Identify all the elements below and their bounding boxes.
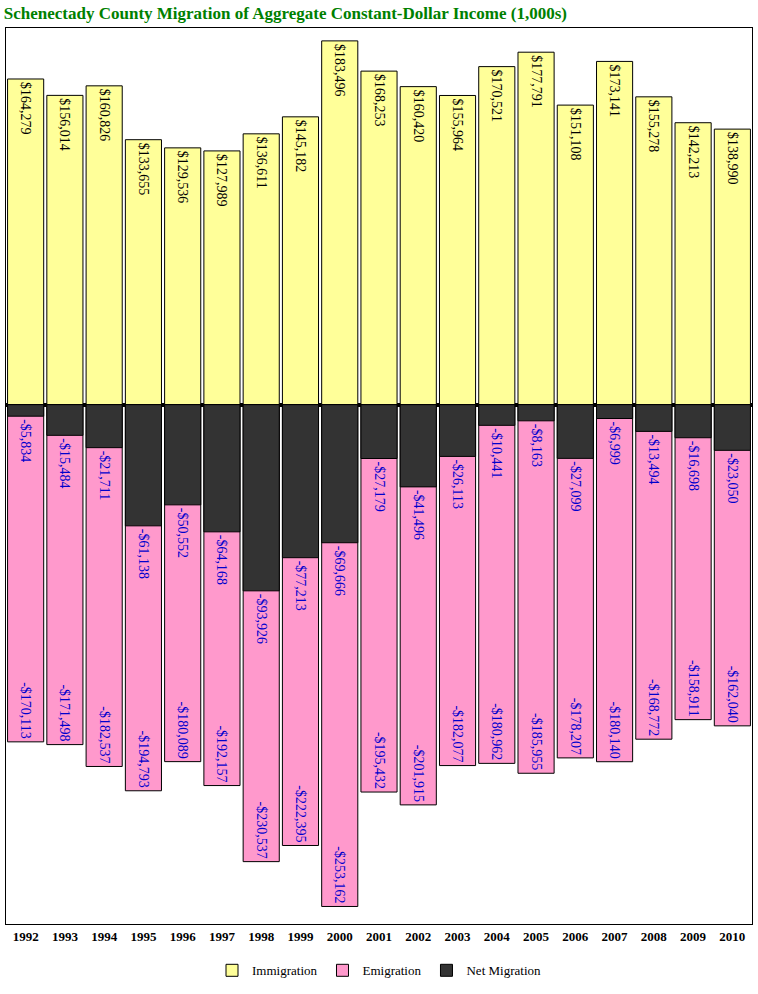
svg-text:-$222,395: -$222,395	[293, 785, 308, 842]
svg-text:$177,791: $177,791	[529, 55, 544, 107]
svg-text:Net Migration: Net Migration	[466, 963, 541, 978]
svg-text:$151,108: $151,108	[568, 108, 583, 161]
svg-text:$160,420: $160,420	[411, 90, 426, 143]
svg-text:-$180,140: -$180,140	[607, 702, 622, 759]
svg-text:$145,182: $145,182	[293, 120, 308, 173]
svg-text:Schenectady County Migration o: Schenectady County Migration of Aggregat…	[4, 4, 567, 23]
svg-text:-$26,113: -$26,113	[450, 459, 465, 509]
svg-text:-$230,537: -$230,537	[254, 801, 269, 858]
svg-text:1994: 1994	[91, 929, 118, 944]
svg-text:-$180,089: -$180,089	[175, 701, 190, 758]
svg-text:-$182,077: -$182,077	[450, 705, 465, 762]
svg-text:-$50,552: -$50,552	[175, 508, 190, 558]
svg-text:$142,213: $142,213	[686, 126, 701, 179]
svg-text:2005: 2005	[523, 929, 550, 944]
svg-text:Immigration: Immigration	[252, 963, 317, 978]
svg-text:-$178,207: -$178,207	[568, 698, 583, 755]
svg-text:-$170,113: -$170,113	[18, 682, 33, 739]
svg-text:$164,279: $164,279	[18, 82, 33, 134]
svg-text:$156,014: $156,014	[57, 98, 72, 150]
svg-text:-$201,915: -$201,915	[411, 745, 426, 802]
svg-text:2000: 2000	[327, 929, 353, 944]
svg-text:1999: 1999	[287, 929, 314, 944]
svg-text:-$6,999: -$6,999	[607, 422, 622, 465]
svg-text:-$77,213: -$77,213	[293, 561, 308, 611]
svg-text:$173,141: $173,141	[607, 64, 622, 117]
svg-text:2006: 2006	[562, 929, 589, 944]
svg-text:$183,496: $183,496	[332, 44, 347, 97]
svg-text:2003: 2003	[445, 929, 472, 944]
svg-text:2007: 2007	[602, 929, 629, 944]
svg-text:-$162,040: -$162,040	[725, 666, 740, 723]
svg-text:$127,989: $127,989	[214, 154, 229, 207]
svg-text:-$185,955: -$185,955	[529, 713, 544, 770]
svg-text:$155,278: $155,278	[646, 100, 661, 153]
svg-text:2001: 2001	[366, 929, 392, 944]
svg-text:1993: 1993	[52, 929, 79, 944]
svg-text:$170,521: $170,521	[489, 70, 504, 123]
svg-text:-$27,099: -$27,099	[568, 461, 583, 511]
svg-text:-$194,793: -$194,793	[136, 731, 151, 788]
svg-text:-$10,441: -$10,441	[489, 428, 504, 478]
svg-text:-$93,926: -$93,926	[254, 594, 269, 644]
svg-text:$129,536: $129,536	[175, 151, 190, 204]
svg-text:2004: 2004	[484, 929, 511, 944]
svg-text:$155,964: $155,964	[450, 98, 465, 151]
svg-text:-$21,711: -$21,711	[97, 451, 112, 501]
svg-text:1992: 1992	[13, 929, 39, 944]
svg-text:-$69,666: -$69,666	[332, 546, 347, 596]
svg-text:-$171,498: -$171,498	[57, 684, 72, 741]
svg-text:$160,826: $160,826	[97, 89, 112, 142]
svg-text:-$192,157: -$192,157	[214, 725, 229, 782]
svg-text:-$13,494: -$13,494	[646, 434, 661, 484]
svg-text:-$61,138: -$61,138	[136, 529, 151, 579]
svg-text:-$27,179: -$27,179	[372, 462, 387, 512]
svg-text:$168,253: $168,253	[372, 74, 387, 127]
svg-text:-$16,698: -$16,698	[686, 441, 701, 491]
svg-text:-$180,962: -$180,962	[489, 703, 504, 760]
svg-text:1997: 1997	[209, 929, 236, 944]
svg-text:-$23,050: -$23,050	[725, 453, 740, 503]
svg-text:-$15,484: -$15,484	[57, 438, 72, 488]
svg-text:-$64,168: -$64,168	[214, 535, 229, 585]
svg-text:-$182,537: -$182,537	[97, 706, 112, 763]
svg-text:-$158,911: -$158,911	[686, 660, 701, 717]
svg-text:2002: 2002	[405, 929, 431, 944]
svg-text:-$195,432: -$195,432	[372, 732, 387, 789]
svg-text:2009: 2009	[680, 929, 707, 944]
svg-text:$133,655: $133,655	[136, 143, 151, 196]
svg-text:-$168,772: -$168,772	[646, 679, 661, 736]
svg-text:2008: 2008	[641, 929, 668, 944]
svg-text:-$253,162: -$253,162	[332, 846, 347, 903]
svg-text:Emigration: Emigration	[362, 963, 421, 978]
svg-text:-$8,163: -$8,163	[529, 424, 544, 467]
svg-text:2010: 2010	[719, 929, 745, 944]
svg-text:-$5,834: -$5,834	[18, 419, 33, 462]
svg-text:1996: 1996	[170, 929, 197, 944]
svg-text:1995: 1995	[130, 929, 157, 944]
svg-text:$138,990: $138,990	[725, 132, 740, 185]
svg-text:1998: 1998	[248, 929, 275, 944]
svg-text:-$41,496: -$41,496	[411, 490, 426, 540]
svg-text:$136,611: $136,611	[254, 137, 269, 189]
